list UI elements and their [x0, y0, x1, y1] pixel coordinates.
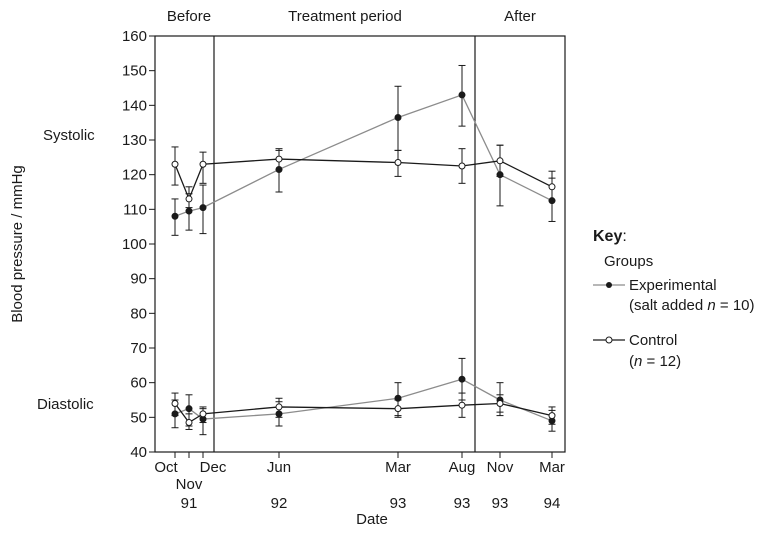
y-tick-label: 80: [130, 305, 147, 322]
x-tick-month-label: Oct: [154, 459, 178, 476]
data-point-experimental: [458, 375, 466, 383]
legend-title-colon: :: [622, 228, 626, 245]
data-point-control: [394, 405, 402, 413]
data-point-control: [199, 160, 207, 168]
y-tick-label: 90: [130, 271, 147, 288]
x-tick-month-label: Nov: [487, 459, 514, 476]
x-tick-month-label: Aug: [449, 459, 476, 476]
data-point-control: [548, 183, 556, 191]
legend-control-n-symbol: n: [634, 353, 642, 370]
period-label-after: After: [504, 8, 536, 25]
data-point-control: [185, 419, 193, 427]
y-tick-label: 110: [123, 201, 147, 218]
y-axis-label: Blood pressure / mmHg: [9, 165, 26, 323]
x-tick-month-label: Dec: [200, 459, 227, 476]
data-point-control: [171, 160, 179, 168]
legend-experimental-label: Experimental: [629, 277, 717, 294]
x-tick-year-label: 92: [271, 495, 288, 512]
data-point-experimental: [185, 405, 193, 413]
data-point-control: [458, 401, 466, 409]
y-tick-label: 100: [122, 236, 147, 253]
systolic-label: Systolic: [43, 127, 95, 144]
x-tick-month-label: Nov: [176, 476, 203, 493]
data-point-control: [496, 157, 504, 165]
series-line: [174, 378, 553, 422]
legend-control-marker: [605, 336, 613, 344]
series-layer: [171, 64, 556, 436]
data-point-control: [171, 399, 179, 407]
series-line: [174, 158, 553, 201]
data-point-control: [548, 412, 556, 420]
x-tick-year-label: 93: [390, 495, 407, 512]
legend-experimental-n-value: = 10): [716, 297, 755, 314]
series-experimental-diastolic: [171, 357, 556, 436]
y-tick-label: 160: [122, 28, 147, 45]
data-point-control: [275, 155, 283, 163]
y-tick-label: 120: [122, 167, 147, 184]
legend-experimental-n-symbol: n: [707, 297, 715, 314]
period-label-before: Before: [167, 8, 211, 25]
y-tick-label: 140: [122, 97, 147, 114]
period-label-treatment: Treatment period: [288, 8, 402, 25]
y-tick-label: 50: [130, 409, 147, 426]
legend-groups-label: Groups: [604, 253, 653, 270]
series-control-systolic: [171, 144, 556, 209]
series-line: [174, 94, 553, 217]
legend-experimental-n: (salt added n = 10): [629, 297, 755, 314]
series-experimental-systolic: [171, 64, 556, 236]
y-tick-label: 70: [130, 340, 147, 357]
legend-experimental-marker: [606, 282, 612, 288]
x-tick-month-label: Mar: [385, 459, 411, 476]
data-point-experimental: [185, 207, 193, 215]
data-point-experimental: [199, 204, 207, 212]
x-tick-month-label: Jun: [267, 459, 291, 476]
x-tick-year-label: 93: [454, 495, 471, 512]
y-tick-label: 150: [122, 63, 147, 80]
data-point-control: [185, 195, 193, 203]
data-point-control: [496, 399, 504, 407]
legend-control-label: Control: [629, 332, 677, 349]
data-point-control: [394, 159, 402, 167]
legend-control-n-value: = 12): [642, 353, 681, 370]
x-tick-year-label: 91: [181, 495, 198, 512]
series-line: [174, 402, 553, 424]
data-point-control: [458, 162, 466, 170]
data-point-control: [199, 410, 207, 418]
data-point-experimental: [171, 212, 179, 220]
x-tick-year-label: 93: [492, 495, 509, 512]
legend-title: Key:: [593, 228, 627, 245]
x-axis-label: Date: [356, 511, 388, 528]
legend-control-n: (n = 12): [629, 353, 681, 370]
data-point-experimental: [394, 113, 402, 121]
diastolic-label: Diastolic: [37, 396, 94, 413]
y-tick-label: 40: [130, 444, 147, 461]
legend-experimental-n-prefix: (salt added: [629, 297, 707, 314]
data-point-control: [275, 403, 283, 411]
legend-title-text: Key: [593, 228, 622, 245]
y-axis-ticks: 40 50 60 70 80 90 100 110 120 130 140 150 160: [122, 28, 155, 461]
legend-control-n-prefix: (: [629, 353, 634, 370]
y-tick-label: 60: [130, 375, 147, 392]
y-tick-label: 130: [122, 132, 147, 149]
series-control-diastolic: [171, 392, 556, 430]
data-point-experimental: [458, 91, 466, 99]
legend: Key: Groups Experimental (salt added n =…: [593, 228, 755, 370]
plot-frame: [154, 35, 566, 453]
x-tick-month-label: Mar: [539, 459, 565, 476]
x-tick-year-label: 94: [544, 495, 561, 512]
